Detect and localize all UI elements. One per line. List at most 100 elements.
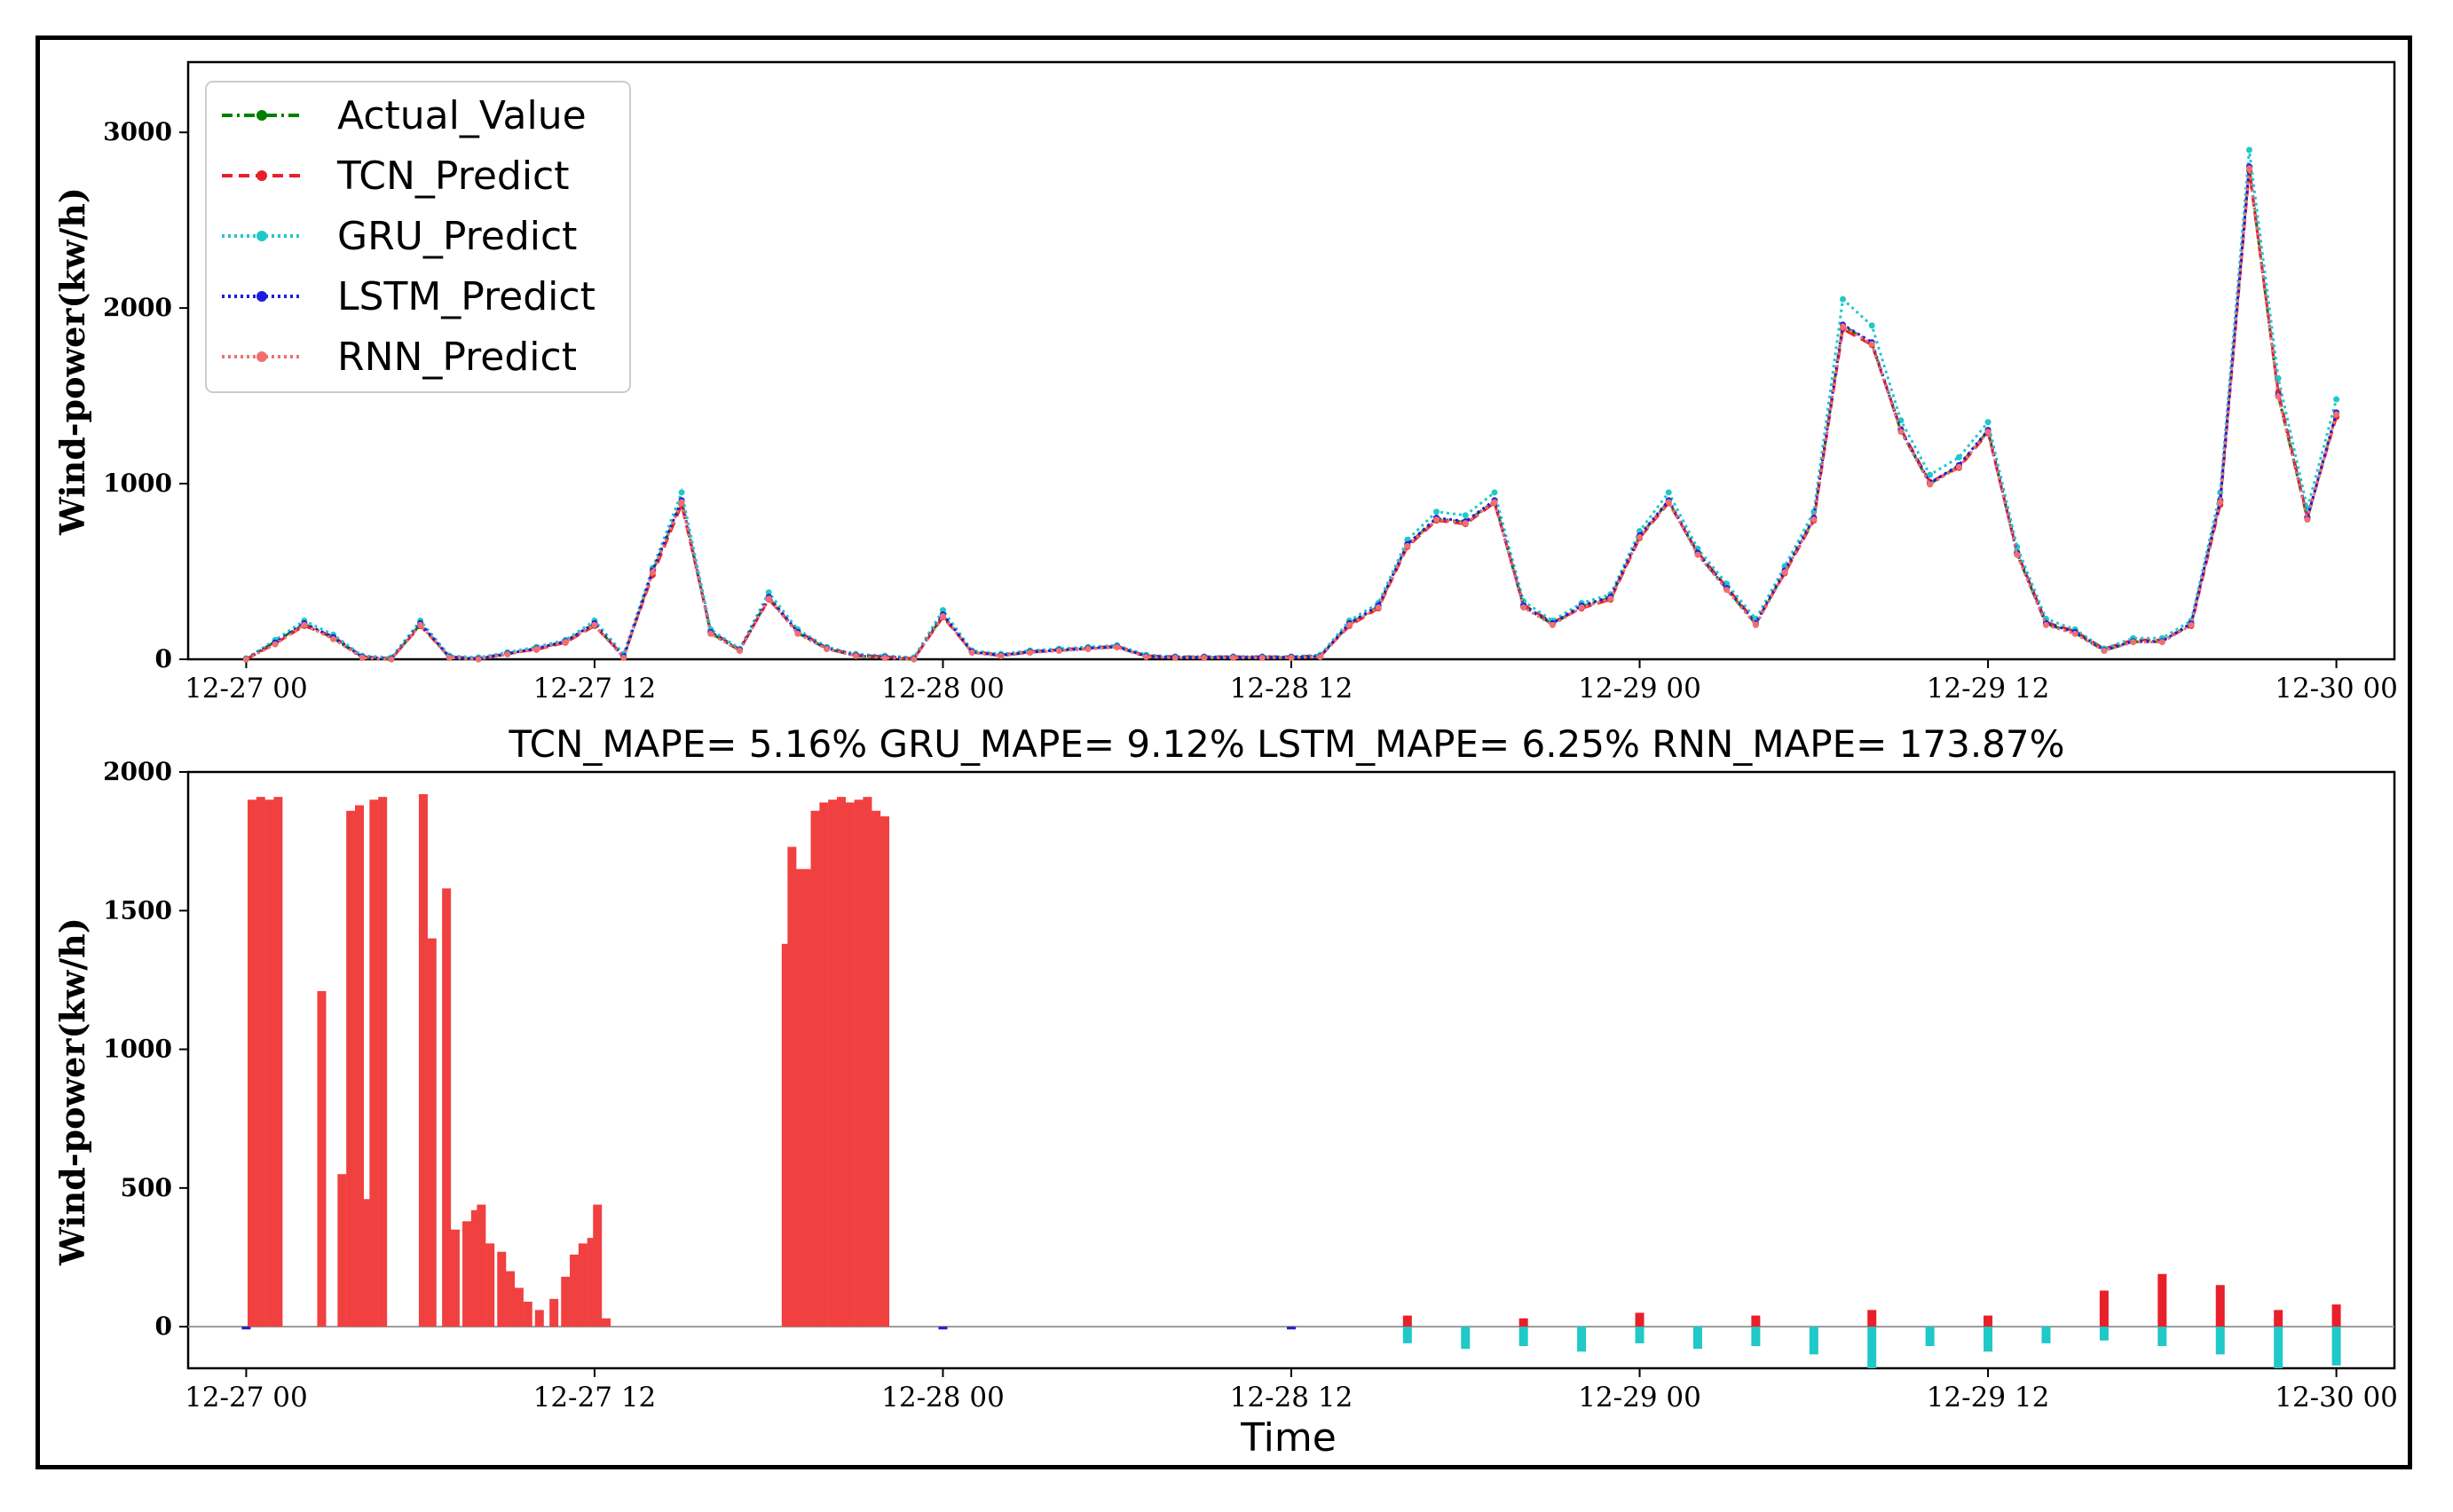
error-bar-rnn bbox=[836, 797, 846, 1327]
error-bar-rnn bbox=[854, 799, 864, 1327]
data-point bbox=[1027, 649, 1034, 656]
data-point bbox=[1752, 621, 1759, 628]
error-bar-gru bbox=[1925, 1327, 1935, 1346]
data-point bbox=[1723, 580, 1731, 587]
data-point bbox=[1927, 471, 1934, 478]
data-point bbox=[2188, 621, 2195, 628]
data-point bbox=[1404, 542, 1411, 549]
data-point bbox=[1955, 453, 1962, 461]
error-bar-tcn bbox=[2157, 1273, 2167, 1327]
bottom-x-axis-label: Time bbox=[1240, 1415, 1337, 1461]
legend-marker bbox=[256, 231, 267, 241]
error-bar-rnn bbox=[477, 1204, 486, 1327]
legend-label: LSTM_Predict bbox=[337, 274, 596, 319]
x-tick-label: 12-29 12 bbox=[1927, 673, 2050, 705]
data-point bbox=[388, 656, 395, 663]
error-bar-rnn bbox=[570, 1254, 580, 1327]
y-tick-label: 3000 bbox=[103, 117, 172, 146]
error-bar-lstm bbox=[241, 1327, 251, 1330]
data-point bbox=[1840, 323, 1846, 330]
data-point bbox=[1955, 463, 1962, 470]
data-point bbox=[2130, 639, 2137, 646]
error-bar-rnn bbox=[450, 1229, 460, 1327]
x-tick-label: 12-30 00 bbox=[2275, 1382, 2398, 1414]
error-bar-rnn bbox=[880, 816, 890, 1327]
error-bar-tcn bbox=[2099, 1290, 2109, 1327]
data-point bbox=[2333, 411, 2340, 418]
bottom-error-bars bbox=[188, 794, 2394, 1368]
error-bar-tcn bbox=[1402, 1315, 1412, 1327]
data-point bbox=[242, 656, 249, 663]
data-point bbox=[1607, 595, 1614, 602]
error-bar-rnn bbox=[470, 1209, 480, 1327]
data-point bbox=[939, 607, 946, 614]
error-bar-rnn bbox=[485, 1243, 495, 1327]
mape-annotation: TCN_MAPE= 5.16% GRU_MAPE= 9.12% LSTM_MAP… bbox=[508, 722, 2064, 766]
error-bar-rnn bbox=[247, 799, 256, 1327]
error-bar-rnn bbox=[427, 938, 437, 1327]
data-point bbox=[1491, 489, 1498, 496]
data-point bbox=[2014, 551, 2021, 558]
data-point bbox=[1345, 621, 1353, 628]
data-point bbox=[1549, 621, 1556, 628]
data-point bbox=[881, 654, 888, 661]
data-point bbox=[2275, 393, 2282, 400]
top-y-axis-label: Wind-power(kw/h) bbox=[52, 187, 92, 536]
data-point bbox=[1665, 489, 1672, 496]
error-bar-rnn bbox=[514, 1288, 524, 1327]
error-bar-gru bbox=[1577, 1327, 1587, 1352]
error-bar-rnn bbox=[354, 805, 364, 1327]
error-bar-rnn bbox=[561, 1276, 571, 1327]
y-tick-label: 0 bbox=[155, 1311, 172, 1341]
data-point bbox=[504, 650, 511, 658]
error-bar-lstm bbox=[1287, 1327, 1296, 1330]
data-point bbox=[1433, 516, 1440, 524]
x-tick-label: 12-27 00 bbox=[185, 673, 308, 705]
x-tick-label: 12-28 00 bbox=[881, 1382, 1005, 1414]
data-point bbox=[1230, 654, 1237, 661]
data-point bbox=[2158, 639, 2165, 646]
data-point bbox=[1171, 654, 1179, 661]
data-point bbox=[1462, 520, 1469, 527]
data-point bbox=[1840, 295, 1846, 303]
data-point bbox=[2071, 630, 2078, 637]
error-bar-gru bbox=[2157, 1327, 2167, 1346]
data-point bbox=[1781, 569, 1788, 576]
x-tick-label: 12-28 12 bbox=[1230, 1382, 1353, 1414]
error-bar-rnn bbox=[256, 797, 265, 1327]
data-point bbox=[591, 621, 598, 628]
error-bar-gru bbox=[1751, 1327, 1761, 1346]
error-bar-gru bbox=[1867, 1327, 1877, 1368]
error-bar-rnn bbox=[360, 1199, 370, 1327]
data-point bbox=[1927, 481, 1934, 488]
data-point bbox=[1897, 429, 1905, 436]
data-point bbox=[939, 613, 946, 620]
data-point bbox=[1723, 587, 1731, 594]
error-bar-rnn bbox=[442, 888, 452, 1327]
data-point bbox=[1201, 654, 1208, 661]
legend-label: Actual_Value bbox=[337, 93, 587, 138]
data-point bbox=[475, 656, 482, 663]
error-bar-gru bbox=[1692, 1327, 1702, 1350]
error-bar-gru bbox=[1809, 1327, 1818, 1355]
x-tick-label: 12-27 12 bbox=[533, 673, 657, 705]
x-tick-label: 12-27 00 bbox=[185, 1382, 308, 1414]
data-point bbox=[1665, 499, 1672, 506]
y-tick-label: 1500 bbox=[103, 895, 172, 925]
error-bar-tcn bbox=[2274, 1310, 2283, 1327]
data-point bbox=[1055, 647, 1062, 654]
data-point bbox=[1637, 533, 1644, 540]
data-point bbox=[2217, 499, 2224, 506]
data-point bbox=[2101, 647, 2108, 654]
data-point bbox=[1520, 604, 1527, 611]
error-bar-gru bbox=[2099, 1327, 2109, 1341]
error-bar-rnn bbox=[863, 797, 872, 1327]
data-point bbox=[707, 630, 714, 637]
data-point bbox=[968, 649, 975, 656]
bottom-y-axis-label: Wind-power(kw/h) bbox=[52, 917, 92, 1266]
error-bar-rnn bbox=[587, 1238, 596, 1327]
data-point bbox=[1462, 512, 1469, 519]
data-point bbox=[1085, 646, 1092, 653]
error-bar-rnn bbox=[523, 1301, 532, 1327]
